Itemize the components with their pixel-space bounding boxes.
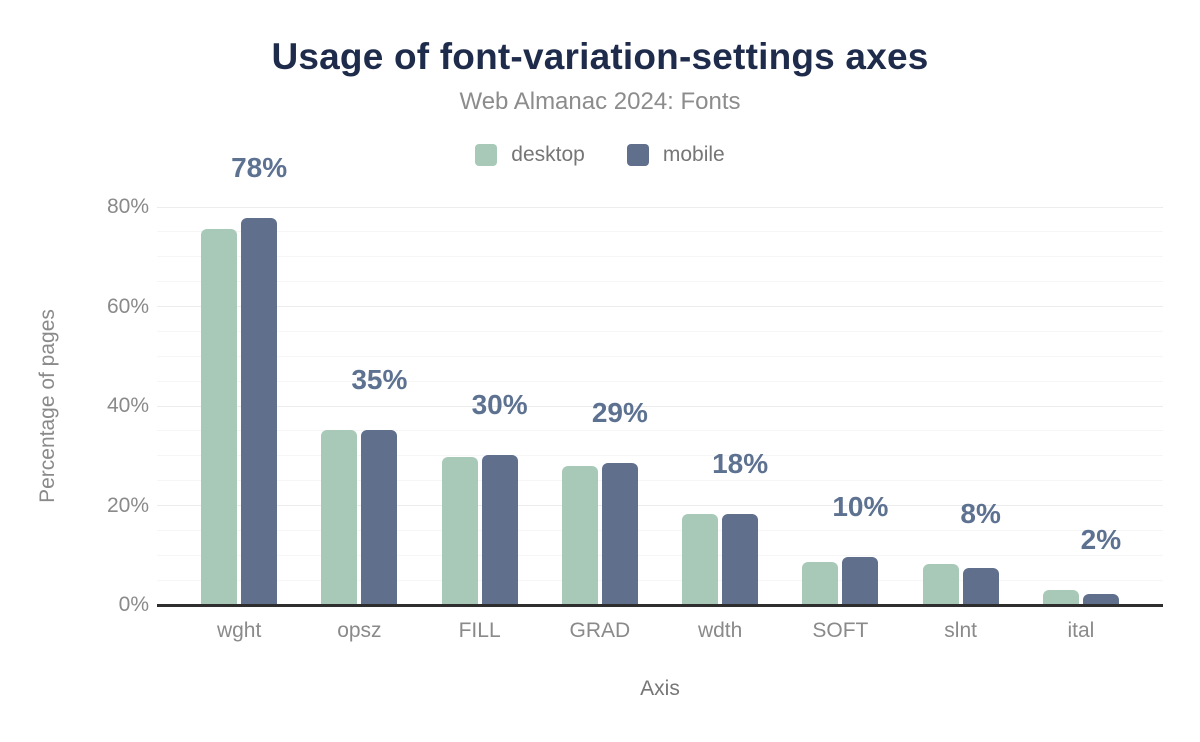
mobile-swatch-icon bbox=[626, 144, 649, 166]
bar-pair bbox=[561, 462, 638, 605]
category-slot-FILL: 30% bbox=[420, 207, 540, 605]
chart-title: Usage of font-variation-settings axes bbox=[271, 36, 929, 77]
category-slot-GRAD: 29% bbox=[540, 207, 660, 605]
legend-item-mobile: mobile bbox=[626, 143, 725, 167]
desktop-bar-ital bbox=[1042, 590, 1079, 605]
minor-gridline bbox=[157, 256, 1163, 258]
mobile-bar-wght bbox=[241, 217, 278, 605]
desktop-bar-wght bbox=[201, 229, 238, 605]
x-axis-line bbox=[157, 604, 1163, 607]
y-tick-label: 40% bbox=[106, 394, 149, 417]
x-tick-label-opsz: opsz bbox=[337, 619, 382, 642]
desktop-bar-opsz bbox=[321, 429, 358, 605]
x-tick-label-FILL: FILL bbox=[458, 619, 501, 642]
category-slot-wght: 78% bbox=[179, 152, 299, 605]
desktop-bar-wdth bbox=[682, 513, 719, 605]
bar-value-label-ital: 2% bbox=[1080, 524, 1122, 556]
category-slot-SOFT: 10% bbox=[780, 207, 900, 605]
bar-pair bbox=[321, 429, 398, 605]
minor-gridline bbox=[157, 380, 1163, 382]
minor-gridline bbox=[157, 529, 1163, 531]
minor-gridline bbox=[157, 231, 1163, 233]
x-tick-label-wdth: wdth bbox=[697, 619, 743, 642]
mobile-bar-GRAD bbox=[601, 462, 638, 605]
mobile-bar-opsz bbox=[361, 429, 398, 605]
minor-gridline bbox=[157, 330, 1163, 332]
legend-item-desktop: desktop bbox=[475, 143, 585, 167]
mobile-bar-slnt bbox=[962, 568, 999, 605]
bar-value-label-FILL: 30% bbox=[471, 389, 528, 421]
major-gridline bbox=[157, 206, 1163, 208]
minor-gridline bbox=[157, 281, 1163, 283]
bar-pair bbox=[441, 455, 518, 605]
major-gridline bbox=[157, 405, 1163, 407]
major-gridline bbox=[157, 505, 1163, 506]
legend-label-desktop: desktop bbox=[511, 143, 585, 166]
major-gridline bbox=[157, 306, 1163, 307]
legend-label-mobile: mobile bbox=[662, 143, 725, 166]
y-tick-label: 60% bbox=[106, 294, 149, 318]
mobile-bar-FILL bbox=[481, 455, 518, 605]
y-tick-label: 20% bbox=[106, 493, 149, 517]
legend: desktop mobile bbox=[0, 143, 1200, 167]
x-tick-label-wght: wght bbox=[216, 619, 262, 642]
minor-gridline bbox=[157, 554, 1163, 556]
bar-pair bbox=[201, 217, 278, 605]
bar-value-label-wght: 78% bbox=[231, 151, 288, 183]
desktop-bar-SOFT bbox=[802, 562, 839, 605]
bars-layer: 78% 35% 30% 29% 18% 10% 8% 2% bbox=[179, 152, 1141, 605]
desktop-bar-slnt bbox=[922, 563, 959, 605]
minor-gridline bbox=[157, 455, 1163, 457]
mobile-bar-SOFT bbox=[842, 557, 879, 605]
x-tick-label-ital: ital bbox=[1067, 619, 1095, 642]
bar-pair bbox=[682, 513, 759, 605]
bar-pair bbox=[1042, 590, 1119, 605]
bar-value-label-wdth: 18% bbox=[712, 447, 769, 479]
chart-subtitle: Web Almanac 2024: Fonts bbox=[459, 88, 741, 115]
category-slot-slnt: 8% bbox=[901, 207, 1021, 605]
bar-value-label-slnt: 8% bbox=[960, 497, 1001, 529]
y-tick-label: 80% bbox=[106, 195, 149, 218]
mobile-bar-ital bbox=[1082, 594, 1119, 605]
bar-pair bbox=[802, 557, 879, 605]
x-tick-label-SOFT: SOFT bbox=[812, 619, 869, 642]
x-tick-label-GRAD: GRAD bbox=[569, 619, 631, 642]
desktop-swatch-icon bbox=[475, 144, 498, 166]
minor-gridline bbox=[157, 355, 1163, 357]
y-tick-label: 0% bbox=[118, 593, 149, 616]
x-axis-title: Axis bbox=[640, 677, 680, 700]
bar-value-label-SOFT: 10% bbox=[832, 491, 889, 523]
desktop-bar-FILL bbox=[441, 457, 478, 605]
mobile-bar-wdth bbox=[722, 514, 759, 605]
plot-area: 78% 35% 30% 29% 18% 10% 8% 2% bbox=[157, 152, 1163, 606]
bar-value-label-opsz: 35% bbox=[351, 363, 408, 395]
desktop-bar-GRAD bbox=[561, 466, 598, 605]
minor-gridline bbox=[157, 579, 1163, 581]
minor-gridline bbox=[157, 480, 1163, 482]
category-slot-wdth: 18% bbox=[660, 207, 780, 605]
category-slot-ital: 2% bbox=[1021, 207, 1141, 605]
bar-pair bbox=[922, 563, 999, 605]
bar-value-label-GRAD: 29% bbox=[591, 396, 648, 428]
x-tick-label-slnt: slnt bbox=[944, 619, 977, 642]
category-slot-opsz: 35% bbox=[299, 207, 419, 605]
minor-gridline bbox=[157, 430, 1163, 432]
